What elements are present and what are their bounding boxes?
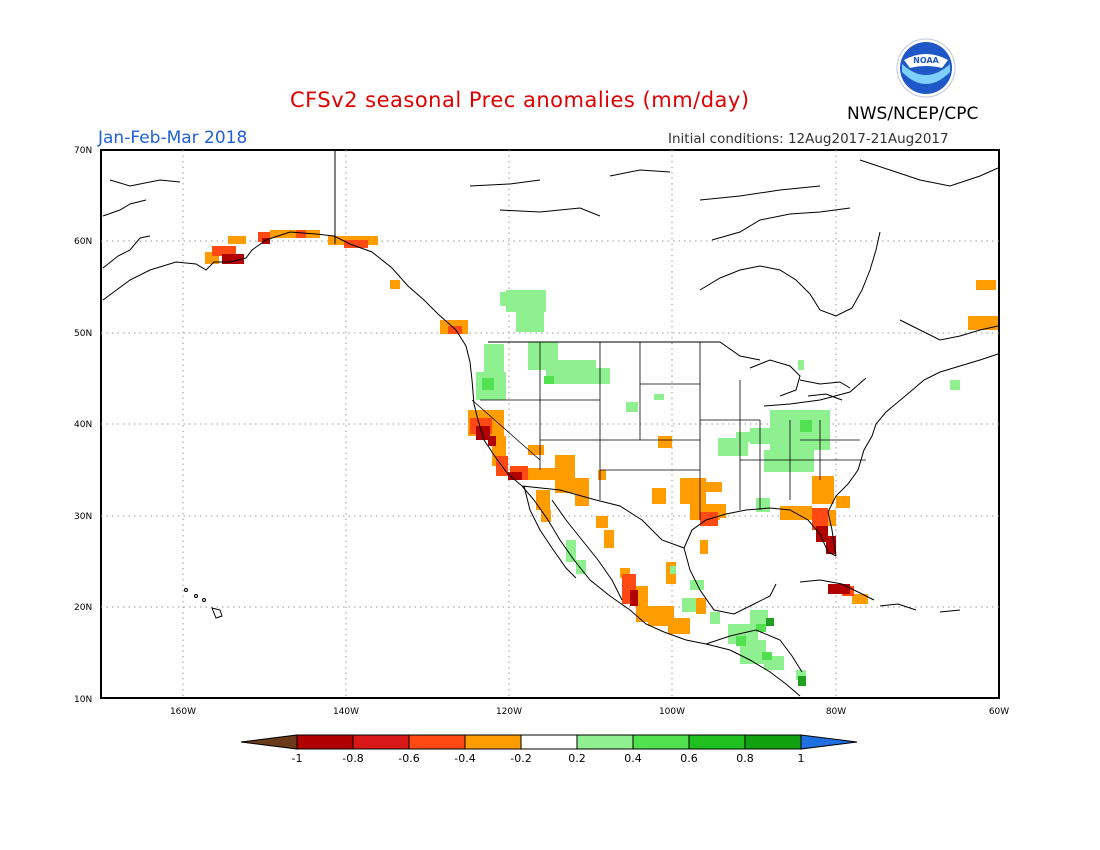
wet-anomaly-cells-mid [482,376,812,660]
colorbar-label: -1 [292,752,303,765]
lon-label: 100W [659,707,685,717]
colorbar-label: 0.8 [736,752,754,765]
dry-anomaly-cells-strong [222,238,850,606]
colorbar-label: 1 [798,752,805,765]
lon-label: 80W [826,707,846,717]
colorbar [240,734,858,750]
colorbar-swatch [296,734,354,750]
colorbar-label: -0.8 [342,752,363,765]
map-frame [100,149,1000,699]
lat-label: 70N [74,146,92,156]
colorbar-swatch [744,734,802,750]
colorbar-label: -0.6 [398,752,419,765]
longitude-labels: 160W 140W 120W 100W 80W 60W [170,707,1009,717]
colorbar-label: 0.6 [680,752,698,765]
lat-label: 30N [74,512,92,522]
colorbar-labels: -1 -0.8 -0.6 -0.4 -0.2 0.2 0.4 0.6 0.8 1 [292,752,805,765]
coastlines [102,159,999,697]
colorbar-swatch [576,734,634,750]
lon-label: 140W [333,707,359,717]
logo-text: NOAA [913,56,939,65]
chart-title: CFSv2 seasonal Prec anomalies (mm/day) [290,88,750,112]
colorbar-swatch [352,734,410,750]
colorbar-swatch [408,734,466,750]
lon-label: 60W [989,707,1009,717]
colorbar-swatch [632,734,690,750]
forecast-period: Jan-Feb-Mar 2018 [98,128,248,148]
lat-label: 40N [74,420,92,430]
colorbar-label: 0.4 [624,752,642,765]
lat-label: 50N [74,329,92,339]
colorbar-label: -0.4 [454,752,475,765]
latitude-labels: 70N 60N 50N 40N 30N 20N 10N [74,146,92,705]
colorbar-arrow-low [240,734,298,750]
lat-label: 10N [74,695,92,705]
colorbar-swatch [520,734,578,750]
political-borders [334,150,867,549]
lon-label: 120W [496,707,522,717]
colorbar-swatch [688,734,746,750]
initial-conditions: Initial conditions: 12Aug2017-21Aug2017 [668,131,949,147]
colorbar-label: 0.2 [568,752,586,765]
agency-label: NWS/NCEP/CPC [847,104,979,124]
colorbar-label: -0.2 [510,752,531,765]
lon-label: 160W [170,707,196,717]
noaa-logo-icon: NOAA [896,38,956,98]
lat-label: 60N [74,237,92,247]
wet-anomaly-cells-strong [766,618,806,686]
colorbar-arrow-high [800,734,858,750]
colorbar-swatch [464,734,522,750]
hawaii [184,588,223,619]
lat-label: 20N [74,603,92,613]
